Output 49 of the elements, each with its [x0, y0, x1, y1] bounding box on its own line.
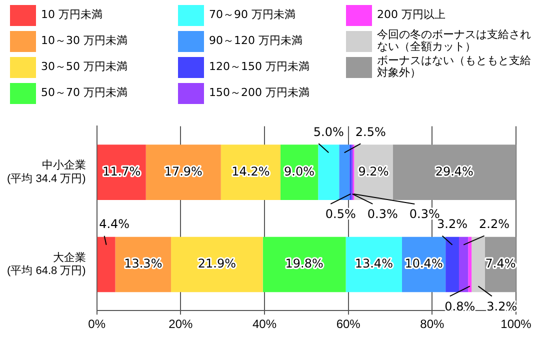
x-tick-label: 100%: [500, 317, 532, 332]
data-label: 0.3%: [367, 207, 398, 222]
legend-label: 今回の冬のボーナスは支給されない（全額カット）: [377, 28, 532, 53]
data-label: 29.4%: [435, 164, 474, 178]
data-label: 19.8%: [285, 256, 324, 271]
data-label: 4.4%: [99, 216, 130, 231]
x-tick-label: 40%: [252, 317, 277, 332]
data-label: 5.0%: [313, 124, 344, 139]
data-label: 14.2%: [232, 164, 270, 178]
legend-label: 10～30 万円未満: [41, 34, 128, 47]
x-tick-label: 20%: [168, 317, 194, 332]
data-label: 13.3%: [124, 256, 162, 271]
bar: [472, 236, 485, 292]
legend-label: 200 万円以上: [377, 8, 446, 21]
bar: [171, 236, 263, 292]
data-label: 21.9%: [198, 256, 236, 271]
x-tick-label: 0%: [88, 317, 106, 332]
data-label: 13.4%: [354, 256, 393, 271]
data-label: 9.2%: [358, 164, 389, 178]
legend-label: ボーナスはない（もともと支給対象外）: [377, 54, 532, 79]
data-label: 0.8%: [444, 299, 476, 314]
data-label: 3.2%: [437, 216, 468, 231]
y-tick-label: 大企業 (平均 64.8 万円): [6, 250, 86, 278]
bar: [262, 236, 346, 292]
bar: [339, 144, 350, 200]
legend-label: 150～200 万円未満: [209, 86, 310, 99]
data-label: 17.9%: [164, 164, 202, 178]
legend-label: 120～150 万円未満: [209, 60, 310, 73]
x-tick-label: 80%: [420, 317, 444, 332]
bar: [458, 236, 468, 292]
data-label: 9.0%: [284, 164, 315, 178]
bar: [468, 236, 472, 292]
data-label: 10.4%: [404, 256, 443, 271]
bar: [97, 236, 116, 292]
data-label: 7.4%: [485, 256, 516, 271]
legend-label: 10 万円未満: [41, 8, 102, 21]
legend-label: 50～70 万円未満: [41, 86, 128, 99]
y-tick-label: 中小企業 (平均 34.4 万円): [6, 158, 86, 185]
data-label: 2.5%: [355, 124, 386, 139]
bar: [318, 144, 340, 200]
x-tick-label: 60%: [336, 317, 361, 332]
legend-label: 70～90 万円未満: [209, 8, 296, 21]
bar: [146, 144, 221, 200]
legend-label: 30～50 万円未満: [41, 60, 128, 73]
data-label: 11.7%: [102, 164, 141, 178]
bar: [392, 144, 516, 200]
legend-label: 90～120 万円未満: [209, 34, 302, 47]
data-label: 2.2%: [479, 216, 510, 231]
bar: [446, 236, 459, 292]
